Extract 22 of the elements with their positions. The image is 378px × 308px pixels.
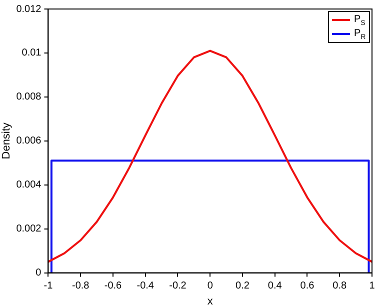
x-tick-label: -0.2	[169, 280, 187, 292]
x-tick-label: 0.8	[332, 280, 348, 292]
y-tick-label: 0.01	[22, 48, 42, 59]
y-tick-label: 0.008	[16, 92, 42, 103]
x-tick-label: -0.8	[72, 280, 90, 292]
y-tick-label: 0.002	[16, 224, 42, 235]
x-tick-label: -1	[44, 280, 54, 292]
x-axis-title: x	[207, 295, 214, 308]
y-tick-label: 0	[36, 268, 42, 279]
x-tick-label: 0	[207, 280, 214, 292]
x-tick-label: 0.6	[300, 280, 315, 292]
legend-label: P$_{S}$	[354, 14, 366, 26]
x-tick-label: -0.4	[136, 280, 154, 292]
x-tick-label: 1	[369, 280, 376, 292]
y-axis-title: Density	[0, 122, 13, 160]
x-tick-label: -0.6	[104, 280, 122, 292]
y-tick-label: 0.012	[16, 4, 42, 15]
y-tick-label: 0.006	[16, 136, 42, 147]
x-tick-label: 0.4	[268, 280, 282, 292]
x-tick-label: 0.2	[236, 280, 250, 292]
y-tick-label: 0.004	[16, 180, 42, 191]
legend-label: P$_{R}$	[354, 28, 366, 40]
